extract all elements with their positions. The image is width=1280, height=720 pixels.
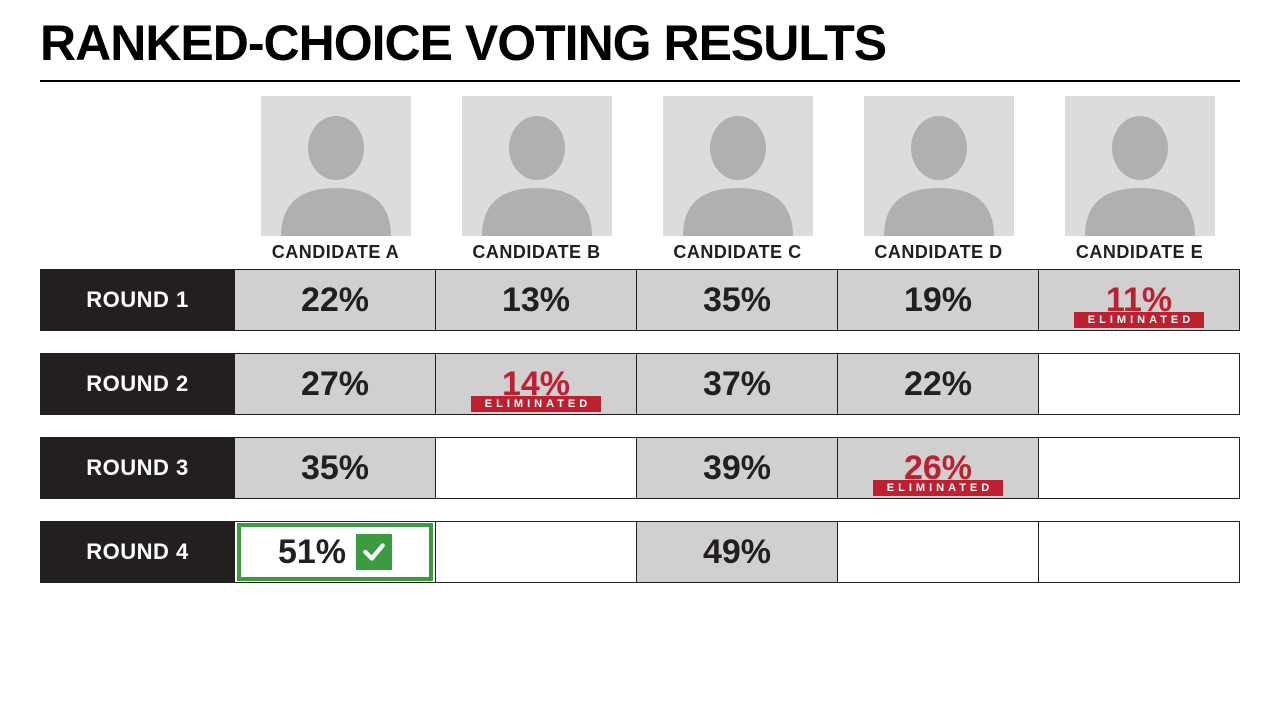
eliminated-tag: ELIMINATED [873, 480, 1003, 496]
candidate-header-row: CANDIDATE A CANDIDATE B CANDIDATE C CAND… [40, 88, 1240, 263]
candidate-header: CANDIDATE E [1039, 88, 1240, 263]
candidate-header: CANDIDATE D [838, 88, 1039, 263]
result-cell: 22% [838, 353, 1039, 415]
candidate-name: CANDIDATE B [472, 242, 600, 263]
page-title: RANKED-CHOICE VOTING RESULTS [40, 18, 1240, 82]
candidate-header: CANDIDATE B [436, 88, 637, 263]
candidate-name: CANDIDATE A [272, 242, 400, 263]
candidate-header: CANDIDATE A [235, 88, 436, 263]
avatar-icon [864, 96, 1014, 236]
round-row: ROUND 4 51% 49% [40, 521, 1240, 583]
avatar-icon [1065, 96, 1215, 236]
percent-value: 27% [301, 367, 369, 401]
percent-value: 49% [703, 535, 771, 569]
round-row: ROUND 3 35% 39% 26%ELIMINATED [40, 437, 1240, 499]
percent-value: 51% [278, 535, 346, 569]
result-cell: 19% [838, 269, 1039, 331]
check-icon [356, 534, 392, 570]
eliminated-tag: ELIMINATED [471, 396, 601, 412]
percent-value: 35% [703, 283, 771, 317]
result-cell [1039, 521, 1240, 583]
percent-value: 22% [301, 283, 369, 317]
percent-value: 37% [703, 367, 771, 401]
result-cell [838, 521, 1039, 583]
result-cell: 27% [235, 353, 436, 415]
candidate-name: CANDIDATE E [1076, 242, 1203, 263]
result-cell: 39% [637, 437, 838, 499]
result-cell: 49% [637, 521, 838, 583]
percent-value: 35% [301, 451, 369, 485]
percent-value: 19% [904, 283, 972, 317]
candidate-header: CANDIDATE C [637, 88, 838, 263]
candidate-name: CANDIDATE D [874, 242, 1002, 263]
avatar-icon [261, 96, 411, 236]
round-row: ROUND 2 27% 14%ELIMINATED 37% 22% [40, 353, 1240, 415]
rounds-container: ROUND 1 22% 13% 35% 19% 11%ELIMINATED ROUND 2 2… [40, 269, 1240, 583]
result-cell: 35% [637, 269, 838, 331]
candidate-name: CANDIDATE C [673, 242, 801, 263]
result-cell: 26%ELIMINATED [838, 437, 1039, 499]
round-label: ROUND 4 [40, 521, 235, 583]
result-cell: 13% [436, 269, 637, 331]
result-cell: 51% [235, 521, 436, 583]
result-cell [1039, 437, 1240, 499]
result-cell [1039, 353, 1240, 415]
avatar-icon [663, 96, 813, 236]
round-label: ROUND 3 [40, 437, 235, 499]
round-label: ROUND 1 [40, 269, 235, 331]
result-cell: 35% [235, 437, 436, 499]
avatar-icon [462, 96, 612, 236]
result-cell [436, 437, 637, 499]
round-label: ROUND 2 [40, 353, 235, 415]
result-cell: 14%ELIMINATED [436, 353, 637, 415]
result-cell: 37% [637, 353, 838, 415]
result-cell: 22% [235, 269, 436, 331]
percent-value: 22% [904, 367, 972, 401]
percent-value: 39% [703, 451, 771, 485]
winner-badge: 51% [237, 523, 433, 581]
round-row: ROUND 1 22% 13% 35% 19% 11%ELIMINATED [40, 269, 1240, 331]
result-cell [436, 521, 637, 583]
eliminated-tag: ELIMINATED [1074, 312, 1204, 328]
result-cell: 11%ELIMINATED [1039, 269, 1240, 331]
percent-value: 13% [502, 283, 570, 317]
